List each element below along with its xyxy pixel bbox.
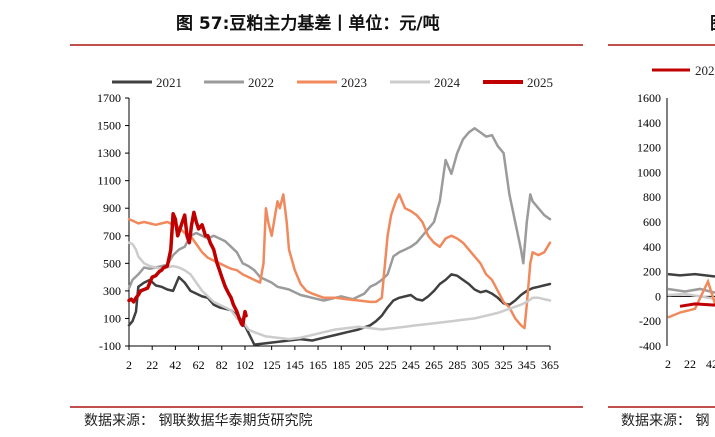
legend-label-2022: 2022 [248,75,274,90]
x-tick-label: 365 [541,358,559,372]
x-tick-label: 245 [402,358,420,372]
x-tick-label: 285 [448,358,466,372]
x-tick-label: 205 [355,358,373,372]
title-rule [70,44,583,46]
y-tick-label: 1100 [97,174,121,188]
y-tick-label: -100 [99,339,121,353]
x-tick-label: 22 [146,358,158,372]
x-tick-label: 225 [379,358,397,372]
side-x-tick-label: 42 [706,357,715,371]
side-y-tick-label: 600 [643,215,661,229]
y-tick-label: 900 [103,201,121,215]
side-chart-panel: 图 2025 1600 1400 1200 1000 800 600 400 200 0 -200… [600,0,715,437]
side-chart-title: 图 [710,9,715,34]
chart-title: 图 57:豆粕主力基差丨单位：元/吨 [176,14,440,34]
side-y-tick-label: 200 [643,265,661,279]
series-line-2021 [127,273,552,346]
source-note: 数据来源： 钢联数据华泰期货研究院 [84,413,313,429]
x-tick-label: 42 [169,358,181,372]
side-lines [667,272,715,319]
y-tick-label: 1700 [97,91,121,105]
side-y-tick-label: 1000 [637,165,661,179]
series-line-2023 [127,193,552,330]
x-tick-label: 185 [332,358,350,372]
side-y-tick-label: 0 [655,289,661,303]
series-line-2024 [127,241,552,341]
x-tick-label: 265 [425,358,443,372]
side-series-2022 [667,287,715,294]
side-y-tick-label: 800 [643,190,661,204]
legend-label-2024: 2024 [434,75,461,90]
x-tick-label: 2 [126,358,132,372]
y-tick-label: 700 [103,229,121,243]
basis-line-chart: 2021 2022 2023 2024 2025 -100 100 300 500 700 900… [97,75,559,372]
legend-label-2023: 2023 [341,75,367,90]
x-tick-label: 62 [193,358,205,372]
series-line-2022 [127,127,552,302]
side-y-tick-label: 1400 [637,116,661,130]
plot-lines [127,127,552,346]
y-tick-label: 500 [103,256,121,270]
x-tick-label: 82 [216,358,228,372]
x-tick-label: 165 [309,358,327,372]
y-tick-label: 100 [103,311,121,325]
series-line-2025 [127,210,248,328]
side-x-tick-label: 22 [684,357,696,371]
side-series-2024 [667,292,715,301]
x-axis: 2 22 42 62 82 102 125 145 165 185 205 225 245 265 285 3… [126,345,559,372]
side-series-2021 [667,272,715,278]
side-y-tick-label: 1200 [637,141,661,155]
side-legend-label: 2025 [695,63,715,78]
x-tick-label: 125 [263,358,281,372]
x-tick-label: 345 [518,358,536,372]
x-tick-label: 145 [286,358,304,372]
y-tick-label: 1500 [97,119,121,133]
x-tick-label: 102 [236,358,254,372]
x-tick-label: 305 [471,358,489,372]
y-tick-label: 1300 [97,146,121,160]
y-tick-label: 300 [103,284,121,298]
source-rule [70,406,583,408]
side-title-rule [608,44,715,46]
side-line-chart: 2025 1600 1400 1200 1000 800 600 400 200 0 -200 -4… [637,63,715,371]
side-series-2023 [667,278,715,319]
side-x-tick-label: 2 [665,357,671,371]
side-y-tick-label: 400 [643,240,661,254]
side-y-tick-label: -200 [639,314,661,328]
legend-label-2021: 2021 [156,75,182,90]
y-axis: -100 100 300 500 700 900 1100 1300 1500 1700 [97,91,130,353]
legend-label-2025: 2025 [527,75,553,90]
side-source-note: 数据来源： 钢 [621,413,710,429]
side-y-tick-label: 1600 [637,91,661,105]
side-y-tick-label: -400 [639,339,661,353]
side-source-rule [608,406,715,408]
x-tick-label: 325 [495,358,513,372]
chart-legend: 2021 2022 2023 2024 2025 [112,75,553,90]
side-series-2025 [679,302,715,308]
